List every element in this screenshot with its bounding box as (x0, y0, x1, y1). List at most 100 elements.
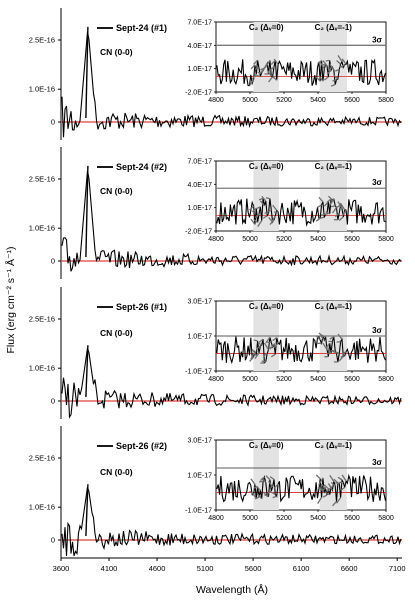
inset-y-tick-label: 4.0E-17 (187, 43, 212, 50)
inset-band-signal (249, 332, 347, 364)
inset-spectrum-line (216, 197, 386, 227)
inset-chart: C₂ (Δᵥ=0) C₂ (Δᵥ=-1) 3σ 3.0E-17 1.0E-17 -1.0E… (185, 438, 394, 523)
y-tick-label: 0 (51, 536, 55, 545)
inset-y-tick-label: 4.0E-17 (187, 182, 212, 189)
threshold-label: 3σ (372, 35, 382, 44)
c2-band-1 (253, 440, 279, 510)
inset-y-tick-label: -2.0E-17 (185, 90, 212, 97)
c2-band-label: C₂ (Δᵥ=-1) (315, 162, 353, 171)
inset-band-signal (249, 55, 347, 87)
c2-band-1 (253, 22, 279, 92)
y-tick-label: 2.5E-16 (29, 315, 55, 324)
cn-annotation: CN (0-0) (100, 467, 133, 477)
panel-4: 2.5E-16 1.0E-16 0 Sept-26 (#2) CN (0-0) C₂ (Δ… (29, 426, 402, 558)
inset-y-tick-label: -1.0E-17 (185, 369, 212, 376)
inset-x-tick-label: 5000 (242, 515, 258, 522)
y-axis-label: Flux (erg cm⁻² s⁻¹ Å⁻¹) (4, 246, 17, 353)
inset-x-tick-label: 4800 (208, 376, 224, 383)
cn-peak-mark (85, 26, 89, 119)
legend-label: Sept-24 (#2) (116, 162, 167, 172)
inset-chart: C₂ (Δᵥ=0) C₂ (Δᵥ=-1) 3σ 7.0E-17 4.0E-17 1.0E-… (185, 159, 394, 244)
inset-y-tick-label: 1.0E-17 (187, 473, 212, 480)
inset-x-tick-label: 5200 (276, 515, 292, 522)
inset-y-tick-label: 1.0E-17 (187, 66, 212, 73)
x-axis: 3600 4100 4600 5100 5600 6100 6600 7100 (53, 557, 406, 573)
c2-band-label: C₂ (Δᵥ=-1) (315, 23, 353, 32)
c2-band-label: C₂ (Δᵥ=0) (249, 23, 284, 32)
inset-band-signal (249, 474, 347, 507)
cn-peak-mark (85, 484, 89, 537)
y-tick-label: 2.5E-16 (29, 36, 55, 45)
inset-frame (215, 439, 387, 511)
c2-band-2 (319, 161, 347, 231)
c2-band-label: C₂ (Δᵥ=0) (249, 302, 284, 311)
inset-x-tick-label: 5000 (242, 376, 258, 383)
legend-label: Sept-24 (#1) (116, 23, 167, 33)
y-tick-label: 0 (51, 118, 55, 127)
c2-band-label: C₂ (Δᵥ=-1) (315, 441, 353, 450)
inset-x-tick-label: 4800 (208, 515, 224, 522)
inset-x-tick-label: 5400 (310, 376, 326, 383)
inset-x-tick-label: 5600 (344, 236, 360, 243)
x-axis-label: Wavelength (Å) (196, 583, 268, 596)
inset-x-tick-label: 5400 (310, 97, 326, 104)
inset-x-tick-label: 5200 (276, 97, 292, 104)
c2-band-label: C₂ (Δᵥ=0) (249, 441, 284, 450)
inset-x-tick-label: 5600 (344, 376, 360, 383)
spectrum-line (61, 347, 402, 419)
inset-x-tick-label: 5600 (344, 97, 360, 104)
inset-y-tick-label: -1.0E-17 (185, 508, 212, 515)
inset-band-signal (249, 195, 347, 227)
spectrum-line (61, 486, 402, 557)
inset-y-tick-label: 3.0E-17 (187, 438, 212, 445)
y-tick-label: 2.5E-16 (29, 454, 55, 463)
x-tick-label: 5100 (197, 564, 214, 573)
y-tick-label: 1.0E-16 (29, 364, 55, 373)
x-tick-label: 6600 (341, 564, 358, 573)
inset-y-tick-label: 7.0E-17 (187, 159, 212, 166)
inset-x-tick-label: 5400 (310, 515, 326, 522)
c2-band-label: C₂ (Δᵥ=0) (249, 162, 284, 171)
x-tick-label: 3600 (53, 564, 70, 573)
inset-x-tick-label: 5800 (378, 236, 394, 243)
panels-group: 2.5E-16 1.0E-16 0 Sept-24 (#1) CN (0-0) C₂ (Δ… (29, 8, 402, 558)
inset-chart: C₂ (Δᵥ=0) C₂ (Δᵥ=-1) 3σ 3.0E-17 1.0E-17 -1.0E… (185, 299, 394, 384)
inset-x-tick-label: 5800 (378, 515, 394, 522)
inset-frame (215, 160, 387, 232)
x-tick-label: 6100 (293, 564, 310, 573)
inset-x-tick-label: 5000 (242, 97, 258, 104)
y-tick-label: 2.5E-16 (29, 175, 55, 184)
threshold-label: 3σ (372, 178, 382, 187)
inset-x-tick-label: 4800 (208, 236, 224, 243)
inset-y-tick-label: 1.0E-17 (187, 205, 212, 212)
x-tick-label: 4600 (149, 564, 166, 573)
y-tick-label: 1.0E-16 (29, 503, 55, 512)
legend-label: Sept-26 (#1) (116, 302, 167, 312)
spectrum-line (61, 31, 402, 138)
c2-band-2 (319, 22, 347, 92)
cn-annotation: CN (0-0) (100, 186, 133, 196)
inset-x-tick-label: 5800 (378, 97, 394, 104)
inset-spectrum-line (216, 58, 387, 87)
panel-1: 2.5E-16 1.0E-16 0 Sept-24 (#1) CN (0-0) C₂ (Δ… (29, 8, 402, 140)
y-tick-label: 1.0E-16 (29, 85, 55, 94)
legend-label: Sept-26 (#2) (116, 441, 167, 451)
inset-y-tick-label: -2.0E-17 (185, 229, 212, 236)
inset-y-tick-label: 1.0E-17 (187, 334, 212, 341)
x-tick-label: 7100 (389, 564, 406, 573)
inset-chart: C₂ (Δᵥ=0) C₂ (Δᵥ=-1) 3σ 7.0E-17 4.0E-17 1.0E-… (185, 20, 394, 105)
inset-x-tick-label: 4800 (208, 97, 224, 104)
inset-frame (215, 21, 387, 93)
inset-spectrum-line (216, 334, 386, 365)
x-tick-label: 5600 (245, 564, 262, 573)
c2-band-label: C₂ (Δᵥ=-1) (315, 302, 353, 311)
inset-spectrum-line (216, 473, 387, 503)
x-tick-label: 4100 (101, 564, 118, 573)
cn-peak-mark (85, 165, 89, 258)
inset-y-tick-label: 3.0E-17 (187, 299, 212, 306)
inset-x-tick-label: 5800 (378, 376, 394, 383)
cn-annotation: CN (0-0) (100, 47, 133, 57)
inset-x-tick-label: 5400 (310, 236, 326, 243)
threshold-label: 3σ (372, 326, 382, 335)
